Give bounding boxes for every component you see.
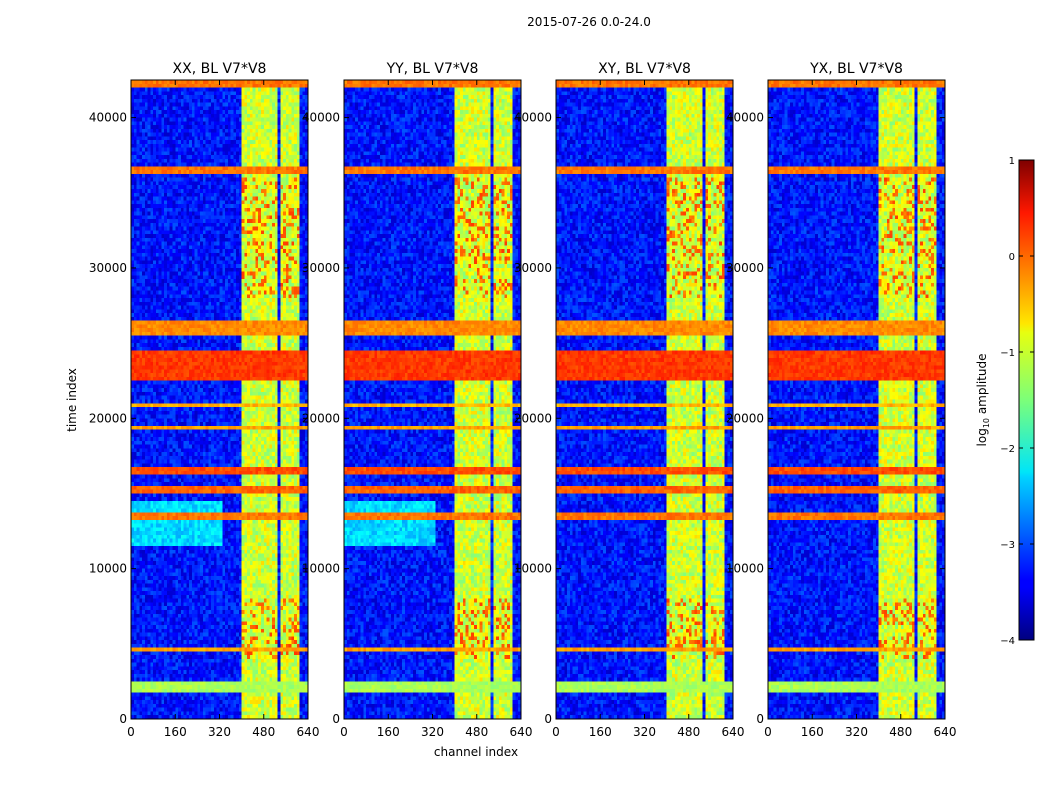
colorbar-tick-label: 1 (1009, 156, 1015, 167)
y-tick-label: 0 (332, 712, 340, 726)
y-tick-label: 40000 (726, 111, 764, 125)
x-tick-label: 160 (801, 725, 824, 739)
y-tick-label: 10000 (89, 562, 127, 576)
x-tick-label: 480 (677, 725, 700, 739)
y-tick-label: 20000 (302, 411, 340, 425)
y-tick-label: 0 (119, 712, 127, 726)
x-tick-label: 640 (510, 725, 533, 739)
y-tick-label: 30000 (89, 261, 127, 275)
colorbar-tick-label: 0 (1009, 252, 1015, 263)
y-tick-label: 40000 (89, 111, 127, 125)
y-tick-label: 30000 (302, 261, 340, 275)
x-tick-label: 160 (589, 725, 612, 739)
panel-title: YY, BL V7*V8 (386, 61, 479, 77)
colorbar-tick-label: −2 (1000, 444, 1015, 455)
panels-group: XX, BL V7*V8 0 160 320 480 640 0 10000 20000 3000… (89, 61, 957, 739)
panel-3: XY, BL V7*V8 0 160 320 480 640 0 10000 20000 3000… (514, 61, 745, 739)
y-tick-label: 0 (544, 712, 552, 726)
y-tick-label: 20000 (89, 411, 127, 425)
panel-heatmap (768, 80, 945, 719)
x-tick-label: 480 (889, 725, 912, 739)
y-tick-label: 10000 (514, 562, 552, 576)
x-tick-label: 480 (252, 725, 275, 739)
colorbar-gradient (1019, 160, 1034, 640)
x-tick-label: 640 (297, 725, 320, 739)
colorbar-tick-label: −4 (1000, 636, 1015, 647)
x-tick-label: 0 (552, 725, 560, 739)
x-tick-label: 320 (845, 725, 868, 739)
x-tick-label: 160 (164, 725, 187, 739)
panel-2: YY, BL V7*V8 0 160 320 480 640 0 10000 20000 3000… (302, 61, 533, 739)
panel-heatmap (344, 80, 521, 719)
y-tick-label: 10000 (302, 562, 340, 576)
x-tick-label: 320 (208, 725, 231, 739)
colorbar-label: log10 amplitude (975, 354, 991, 447)
colorbar-frame (1018, 159, 1035, 641)
panel-1: XX, BL V7*V8 0 160 320 480 640 0 10000 20000 3000… (89, 61, 320, 739)
figure-suptitle: 2015-07-26 0.0-24.0 (527, 15, 651, 29)
y-tick-label: 40000 (302, 111, 340, 125)
panel-heatmap (131, 80, 308, 719)
x-tick-label: 320 (421, 725, 444, 739)
panel-title: YX, BL V7*V8 (809, 61, 903, 77)
colorbar: 1 0 −1 −2 −3 −4 log10 amplitude (975, 156, 1035, 647)
x-tick-label: 480 (465, 725, 488, 739)
panel-title: XY, BL V7*V8 (598, 61, 691, 77)
y-tick-label: 30000 (514, 261, 552, 275)
x-tick-label: 0 (764, 725, 772, 739)
panel-heatmap (556, 80, 733, 719)
x-tick-label: 160 (377, 725, 400, 739)
x-tick-label: 0 (340, 725, 348, 739)
colorbar-tick-label: −3 (1000, 540, 1015, 551)
y-tick-label: 0 (756, 712, 764, 726)
y-axis-label: time index (65, 368, 79, 432)
colorbar-tick-label: −1 (1000, 348, 1015, 359)
x-axis-label: channel index (434, 745, 518, 759)
panel-title: XX, BL V7*V8 (173, 61, 267, 77)
x-tick-label: 640 (934, 725, 957, 739)
y-tick-label: 40000 (514, 111, 552, 125)
colorbar-ticks: 1 0 −1 −2 −3 −4 (1000, 156, 1034, 647)
y-tick-label: 30000 (726, 261, 764, 275)
y-tick-label: 20000 (726, 411, 764, 425)
x-tick-label: 640 (722, 725, 745, 739)
y-tick-label: 10000 (726, 562, 764, 576)
panel-4: YX, BL V7*V8 0 160 320 480 640 0 10000 20000 3000… (726, 61, 957, 739)
y-tick-label: 20000 (514, 411, 552, 425)
x-tick-label: 0 (127, 725, 135, 739)
x-tick-label: 320 (633, 725, 656, 739)
